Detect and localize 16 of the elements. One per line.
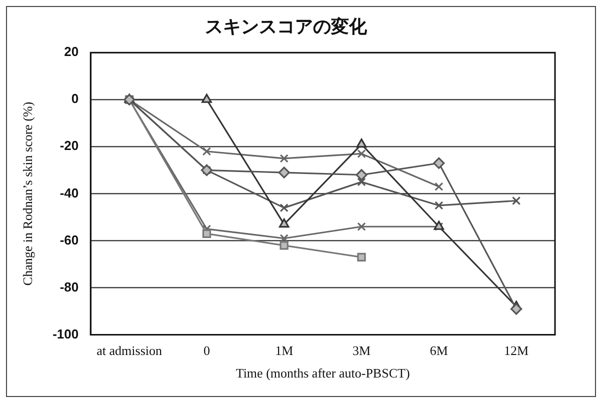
y-tick-label: -40 <box>60 185 79 200</box>
y-tick-label: 20 <box>64 44 79 60</box>
chart-title: スキンスコアの変化 <box>205 16 368 38</box>
y-tick-label: 0 <box>71 91 79 106</box>
y-tick-label: -20 <box>60 138 79 154</box>
x-tick-label: 6M <box>430 343 448 358</box>
x-tick-label: at admission <box>96 343 162 358</box>
y-axis-title: Change in Rodnan’s skin score (%) <box>20 102 36 286</box>
y-tick-label: -80 <box>60 279 79 294</box>
x-tick-label: 3M <box>352 343 371 358</box>
y-tick-label: -100 <box>52 326 79 342</box>
y-tick-label: -60 <box>60 232 79 248</box>
x-tick-label: 0 <box>203 343 210 358</box>
x-tick-label: 12M <box>504 343 530 358</box>
x-tick-label: 1M <box>275 343 294 358</box>
x-axis-title: Time (months after auto-PBSCT) <box>236 366 410 381</box>
